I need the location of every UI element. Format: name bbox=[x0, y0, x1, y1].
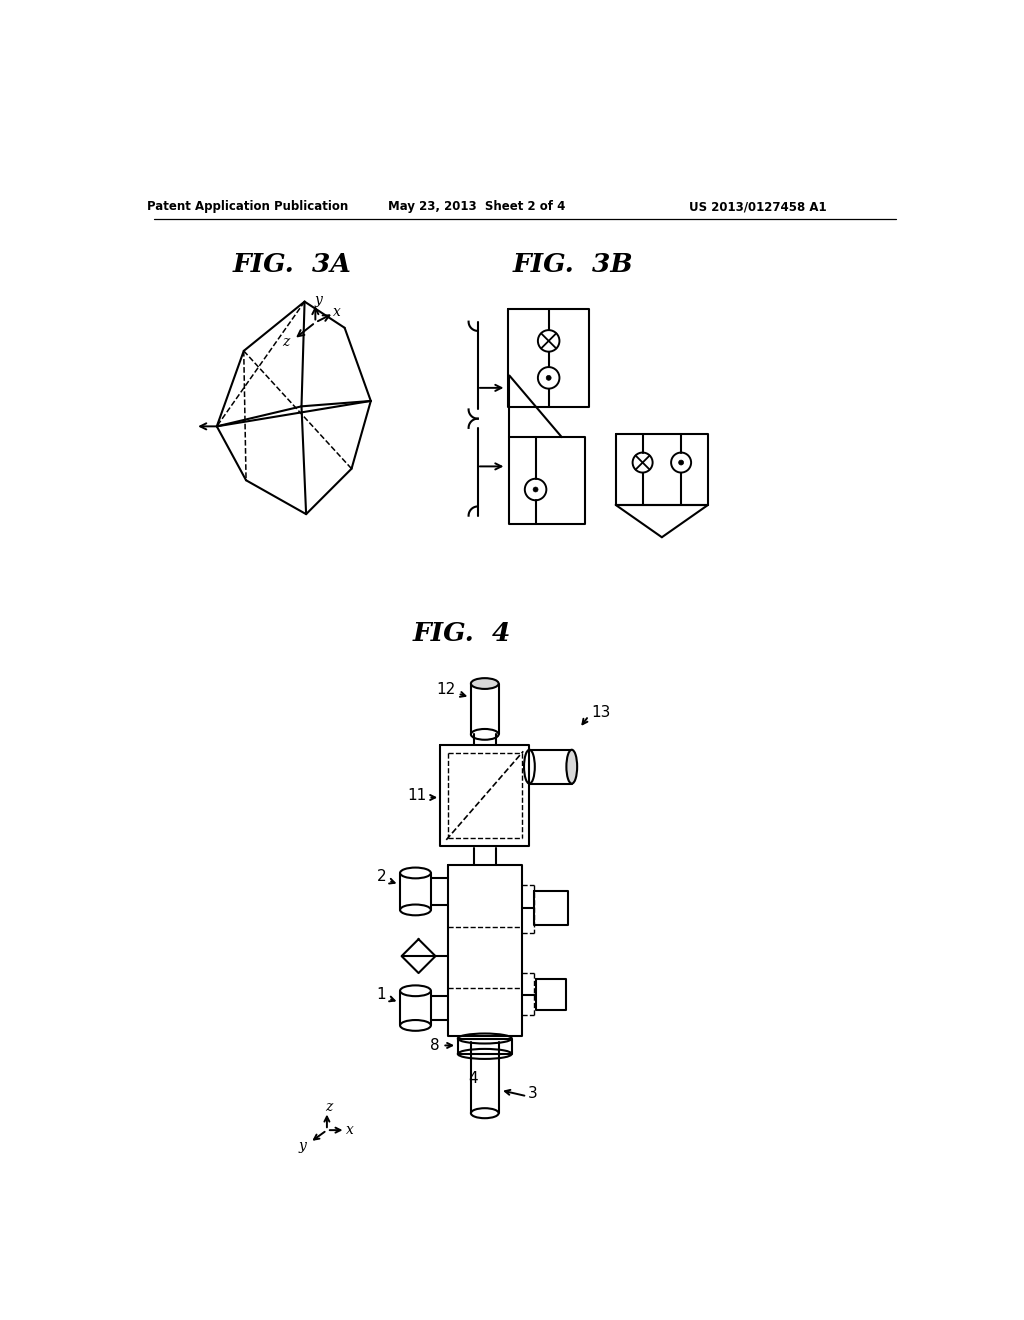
Text: x: x bbox=[333, 305, 341, 319]
Text: 11: 11 bbox=[407, 788, 426, 804]
Text: 2: 2 bbox=[377, 870, 386, 884]
Text: US 2013/0127458 A1: US 2013/0127458 A1 bbox=[689, 201, 827, 214]
Text: x: x bbox=[346, 1123, 354, 1137]
Ellipse shape bbox=[400, 985, 431, 997]
Ellipse shape bbox=[400, 867, 431, 878]
Text: 13: 13 bbox=[591, 705, 610, 721]
Ellipse shape bbox=[566, 750, 578, 784]
Text: May 23, 2013  Sheet 2 of 4: May 23, 2013 Sheet 2 of 4 bbox=[388, 201, 565, 214]
Text: 3: 3 bbox=[527, 1086, 538, 1101]
Text: z: z bbox=[326, 1100, 333, 1114]
Text: FIG.  4: FIG. 4 bbox=[413, 620, 511, 645]
Text: FIG.  3B: FIG. 3B bbox=[513, 252, 634, 277]
Text: Patent Application Publication: Patent Application Publication bbox=[147, 201, 348, 214]
Text: 8: 8 bbox=[430, 1038, 440, 1053]
Text: 12: 12 bbox=[436, 682, 456, 697]
Text: y: y bbox=[298, 1139, 306, 1152]
Text: 1: 1 bbox=[377, 987, 386, 1002]
Text: y: y bbox=[314, 293, 323, 308]
Text: 4: 4 bbox=[468, 1071, 478, 1086]
Circle shape bbox=[534, 487, 538, 492]
Text: z: z bbox=[283, 335, 290, 350]
Circle shape bbox=[546, 375, 551, 380]
Circle shape bbox=[679, 461, 684, 465]
Ellipse shape bbox=[471, 678, 499, 689]
Text: FIG.  3A: FIG. 3A bbox=[232, 252, 351, 277]
